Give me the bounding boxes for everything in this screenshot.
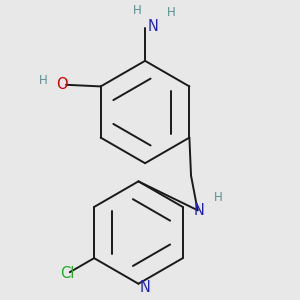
Text: H: H — [133, 4, 142, 17]
Text: N: N — [194, 203, 205, 218]
Text: H: H — [214, 191, 223, 204]
Text: N: N — [140, 280, 151, 295]
Text: O: O — [56, 77, 68, 92]
Text: H: H — [167, 6, 176, 20]
Text: N: N — [148, 19, 159, 34]
Text: H: H — [39, 74, 48, 87]
Text: Cl: Cl — [60, 266, 74, 281]
